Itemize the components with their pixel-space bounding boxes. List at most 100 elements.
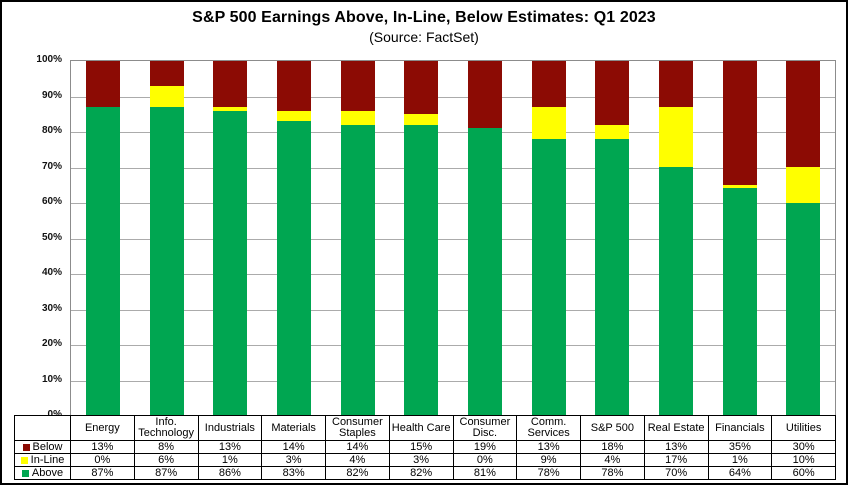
value-cell: 0% bbox=[70, 453, 135, 467]
bar-segment-above bbox=[149, 107, 184, 415]
bar-segment-in-line bbox=[531, 107, 566, 139]
category-header-cell: Utilities bbox=[771, 415, 836, 441]
bar-segment-below bbox=[340, 61, 375, 111]
bar-segment-in-line bbox=[658, 107, 693, 168]
value-cell: 1% bbox=[197, 453, 263, 467]
category-header-cell: Consumer Disc. bbox=[452, 415, 518, 441]
y-tick-label: 80% bbox=[41, 125, 62, 136]
value-cell: 81% bbox=[452, 466, 518, 480]
bar-column bbox=[771, 61, 835, 415]
stacked-bar bbox=[531, 61, 566, 415]
stacked-bar bbox=[404, 61, 439, 415]
bar-column bbox=[517, 61, 581, 415]
value-cell: 0% bbox=[452, 453, 518, 467]
table-row-above: Above 87% 87% 86% 83% 82% 82% 81% 78% 78% 70% 64% 60… bbox=[14, 466, 836, 480]
value-cell: 14% bbox=[261, 440, 326, 454]
bar-column bbox=[389, 61, 453, 415]
plot-area bbox=[70, 60, 836, 415]
table-row-below: Below 13% 8% 13% 14% 14% 15% 19% 13% 18% 13% 35% 30% bbox=[14, 440, 836, 454]
bar-column bbox=[326, 61, 390, 415]
y-tick-label: 50% bbox=[41, 231, 62, 243]
value-cell: 13% bbox=[643, 440, 709, 454]
category-header-cell: Materials bbox=[261, 415, 326, 441]
gridline bbox=[71, 96, 835, 98]
bar-segment-above bbox=[786, 202, 821, 415]
value-cell: 3% bbox=[388, 453, 454, 467]
y-tick-label: 10% bbox=[41, 373, 62, 385]
legend-swatch-in-line bbox=[20, 456, 28, 464]
bar-segment-above bbox=[276, 121, 311, 415]
bar-segment-below bbox=[85, 61, 120, 108]
value-cell: 6% bbox=[133, 453, 199, 467]
value-cell: 70% bbox=[643, 466, 709, 480]
value-cell: 78% bbox=[516, 466, 581, 480]
bar-segment-below bbox=[531, 61, 566, 108]
bar-segment-below bbox=[658, 61, 693, 108]
value-cell: 30% bbox=[771, 440, 836, 454]
y-tick-label: 90% bbox=[41, 89, 62, 101]
bar-segment-in-line bbox=[340, 110, 375, 125]
bar-segment-below bbox=[276, 61, 311, 111]
legend-cell-in-line: In-Line bbox=[14, 453, 71, 467]
gridline bbox=[71, 203, 835, 204]
category-header-cell: Health Care bbox=[388, 415, 454, 441]
table-row-in-line: In-Line 0% 6% 1% 3% 4% 3% 0% 9% 4% 17% 1% 10% bbox=[14, 453, 836, 467]
value-cell: 64% bbox=[707, 466, 773, 480]
bar-segment-in-line bbox=[213, 107, 248, 111]
bar-column bbox=[198, 61, 262, 415]
bar-column bbox=[135, 61, 199, 415]
bar-segment-above bbox=[213, 110, 248, 415]
stacked-bar bbox=[149, 61, 184, 415]
legend-swatch-above bbox=[21, 469, 29, 477]
bar-segment-above bbox=[595, 138, 630, 415]
bar-column bbox=[71, 61, 135, 415]
stacked-bar bbox=[595, 61, 630, 415]
value-cell: 35% bbox=[707, 440, 773, 454]
bar-segment-below bbox=[786, 61, 821, 168]
stacked-bar bbox=[658, 61, 693, 415]
bar-segment-in-line bbox=[149, 85, 184, 108]
value-cell: 10% bbox=[771, 453, 836, 467]
value-cell: 4% bbox=[325, 453, 390, 467]
y-tick-label: 0% bbox=[2, 409, 62, 421]
bar-segment-above bbox=[722, 188, 757, 415]
data-table: Energy Info. Technology Industrials Materia… bbox=[14, 415, 836, 480]
category-header-cell: Comm. Services bbox=[516, 415, 581, 441]
value-cell: 9% bbox=[516, 453, 581, 467]
table-corner-cell bbox=[14, 415, 71, 441]
gridline bbox=[71, 345, 835, 346]
category-header-cell: Industrials bbox=[197, 415, 263, 441]
bar-segment-below bbox=[722, 61, 757, 185]
y-tick-label: 60% bbox=[41, 196, 62, 207]
legend-cell-above: Above bbox=[14, 466, 71, 480]
category-header-cell: S&P 500 bbox=[580, 415, 645, 441]
bar-segment-above bbox=[658, 167, 693, 415]
value-cell: 82% bbox=[325, 466, 390, 480]
bar-segment-in-line bbox=[404, 114, 439, 125]
stacked-bar bbox=[786, 61, 821, 415]
category-header-cell: Financials bbox=[707, 415, 773, 441]
value-cell: 3% bbox=[261, 453, 326, 467]
bar-columns bbox=[71, 61, 835, 415]
value-cell: 1% bbox=[707, 453, 773, 467]
gridline bbox=[71, 238, 835, 240]
bar-column bbox=[262, 61, 326, 415]
stacked-bar bbox=[340, 61, 375, 415]
legend-swatch-below bbox=[22, 443, 30, 451]
bar-segment-below bbox=[467, 61, 502, 129]
value-cell: 17% bbox=[643, 453, 709, 467]
gridline bbox=[71, 167, 835, 169]
y-tick-label: 100% bbox=[36, 54, 62, 65]
bar-segment-above bbox=[340, 124, 375, 415]
y-tick-label: 40% bbox=[41, 267, 62, 278]
value-cell: 82% bbox=[388, 466, 454, 480]
bar-segment-above bbox=[404, 124, 439, 415]
bar-column bbox=[644, 61, 708, 415]
chart-subtitle: (Source: FactSet) bbox=[369, 29, 479, 45]
category-header-cell: Info. Technology bbox=[133, 415, 199, 441]
value-cell: 13% bbox=[516, 440, 581, 454]
value-cell: 87% bbox=[133, 466, 199, 480]
gridline bbox=[71, 274, 835, 275]
value-cell: 13% bbox=[197, 440, 263, 454]
